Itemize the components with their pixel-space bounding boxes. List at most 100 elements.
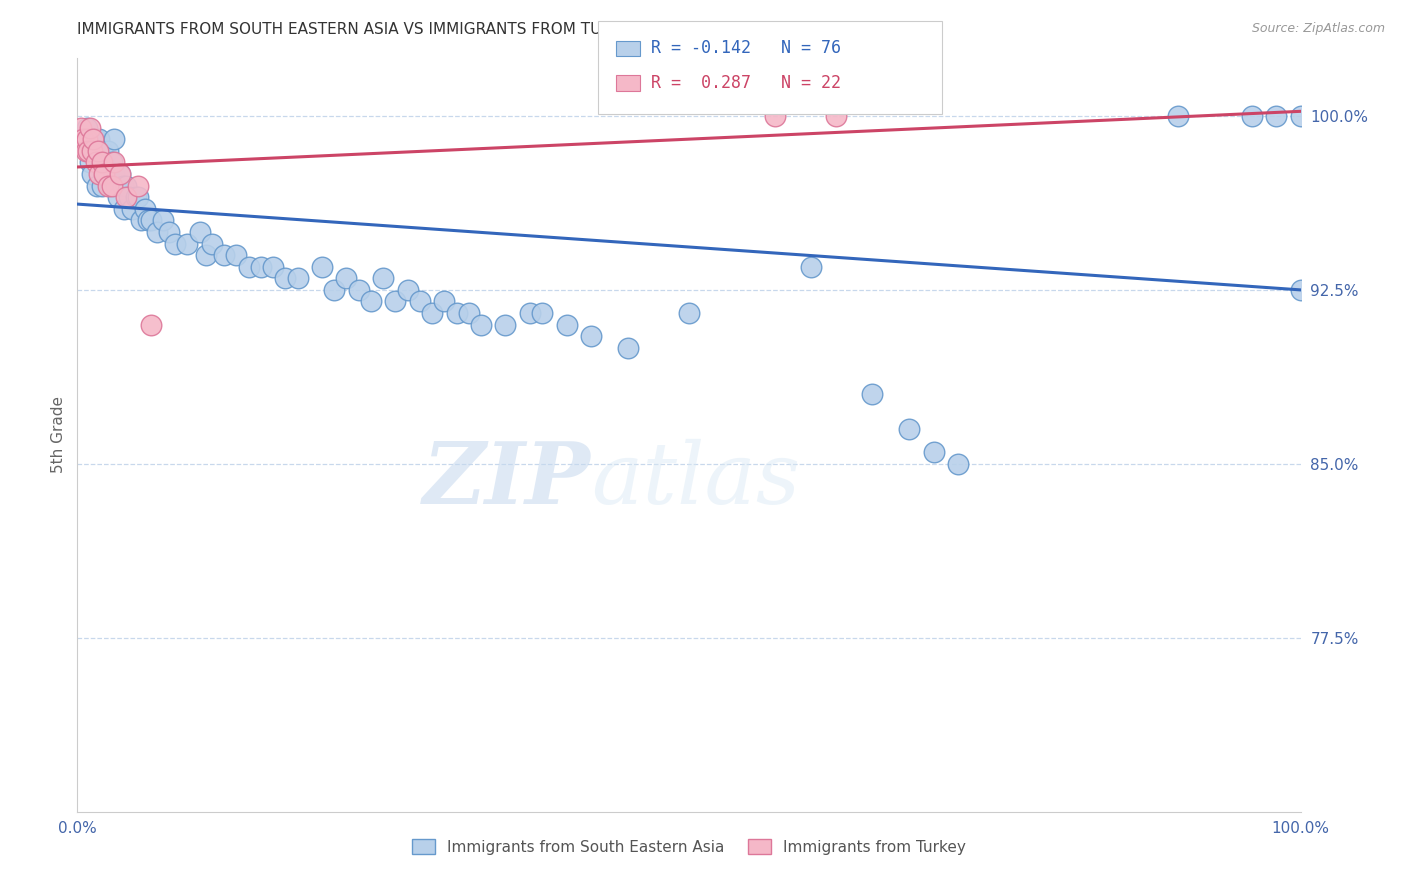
Point xyxy=(420,306,443,320)
Point xyxy=(84,155,107,169)
Point xyxy=(76,120,98,135)
Point xyxy=(108,167,131,181)
Point xyxy=(100,178,122,193)
Point xyxy=(93,167,115,181)
Point xyxy=(75,144,97,158)
Point xyxy=(212,248,235,262)
Point xyxy=(89,132,111,146)
Point xyxy=(115,178,138,193)
Point xyxy=(396,283,419,297)
Point xyxy=(103,167,125,181)
Point xyxy=(94,167,117,181)
Point xyxy=(1289,283,1312,297)
Point xyxy=(262,260,284,274)
Point xyxy=(103,132,125,146)
Point xyxy=(125,190,148,204)
Point xyxy=(617,341,640,355)
Point xyxy=(457,306,479,320)
Point xyxy=(80,167,103,181)
Point xyxy=(519,306,541,320)
Point xyxy=(105,178,128,193)
Point xyxy=(79,120,101,135)
Point xyxy=(409,294,432,309)
Point xyxy=(678,306,700,320)
Point xyxy=(763,109,786,123)
Point xyxy=(898,422,921,436)
Point xyxy=(201,236,224,251)
Point xyxy=(90,155,112,169)
Point xyxy=(824,109,846,123)
Point xyxy=(274,271,297,285)
Point xyxy=(79,155,101,169)
Point xyxy=(146,225,169,239)
Point xyxy=(1240,109,1263,123)
Point xyxy=(83,144,105,158)
Point xyxy=(121,202,143,216)
Y-axis label: 5th Grade: 5th Grade xyxy=(51,396,66,474)
Point xyxy=(194,248,217,262)
Point xyxy=(90,144,112,158)
Point xyxy=(82,132,104,146)
Text: atlas: atlas xyxy=(591,439,800,522)
Point xyxy=(579,329,602,343)
Point xyxy=(384,294,406,309)
Point xyxy=(139,213,162,227)
Point xyxy=(360,294,382,309)
Point xyxy=(1265,109,1288,123)
Point xyxy=(136,213,159,227)
Point xyxy=(127,178,149,193)
Text: R =  0.287   N = 22: R = 0.287 N = 22 xyxy=(651,74,841,92)
Point xyxy=(86,178,108,193)
Point xyxy=(77,144,100,158)
Point xyxy=(862,387,884,401)
Point xyxy=(335,271,357,285)
Point xyxy=(129,213,152,227)
Point xyxy=(139,318,162,332)
Point xyxy=(446,306,468,320)
Point xyxy=(470,318,492,332)
Point xyxy=(112,202,135,216)
Point xyxy=(115,190,138,204)
Point xyxy=(100,155,122,169)
Point xyxy=(188,225,211,239)
Point xyxy=(93,155,115,169)
Point xyxy=(433,294,456,309)
Point xyxy=(76,132,98,146)
Point xyxy=(250,260,273,274)
Point xyxy=(371,271,394,285)
Point xyxy=(89,167,111,181)
Text: ZIP: ZIP xyxy=(423,438,591,522)
Text: Source: ZipAtlas.com: Source: ZipAtlas.com xyxy=(1251,22,1385,36)
Point xyxy=(98,178,121,193)
Point xyxy=(946,457,969,471)
Point xyxy=(238,260,260,274)
Point xyxy=(134,202,156,216)
Point xyxy=(90,178,112,193)
Point xyxy=(97,178,120,193)
Point xyxy=(118,190,141,204)
Point xyxy=(97,144,120,158)
Point xyxy=(84,132,107,146)
Point xyxy=(152,213,174,227)
Point xyxy=(70,120,93,135)
Point xyxy=(531,306,554,320)
Point xyxy=(107,190,129,204)
Point xyxy=(495,318,517,332)
Point xyxy=(111,178,134,193)
Legend: Immigrants from South Eastern Asia, Immigrants from Turkey: Immigrants from South Eastern Asia, Immi… xyxy=(406,832,972,861)
Point xyxy=(87,144,110,158)
Point xyxy=(347,283,370,297)
Point xyxy=(127,190,149,204)
Point xyxy=(103,155,125,169)
Point xyxy=(165,236,187,251)
Point xyxy=(1289,109,1312,123)
Point xyxy=(311,260,333,274)
Point xyxy=(157,225,180,239)
Text: R = -0.142   N = 76: R = -0.142 N = 76 xyxy=(651,39,841,57)
Point xyxy=(80,144,103,158)
Text: IMMIGRANTS FROM SOUTH EASTERN ASIA VS IMMIGRANTS FROM TURKEY 5TH GRADE CORRELATI: IMMIGRANTS FROM SOUTH EASTERN ASIA VS IM… xyxy=(77,22,905,37)
Point xyxy=(108,167,131,181)
Point xyxy=(225,248,247,262)
Point xyxy=(176,236,198,251)
Point xyxy=(72,132,94,146)
